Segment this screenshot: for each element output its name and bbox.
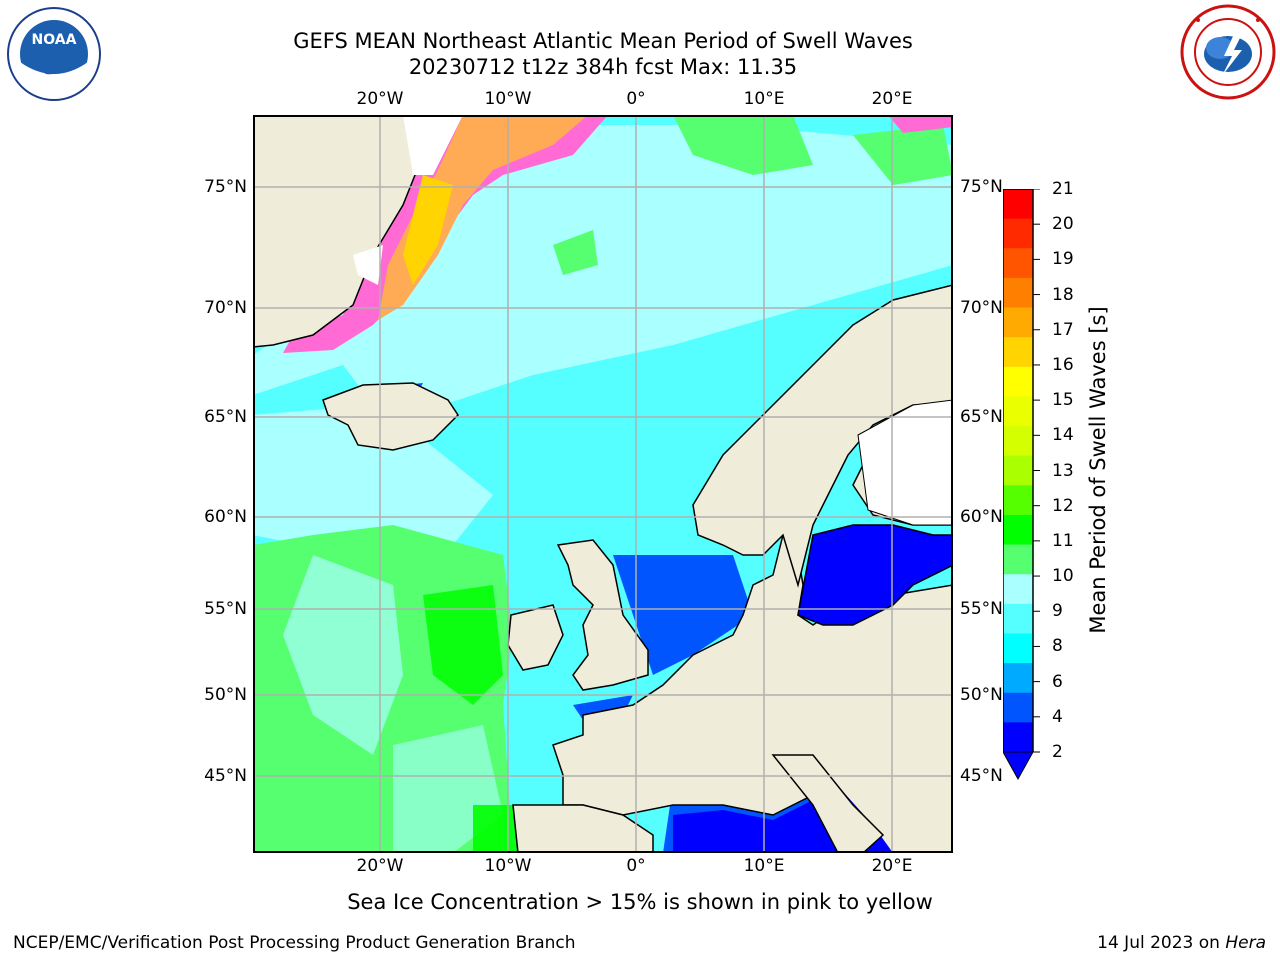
colorbar-tick-label: 18 [1052,284,1074,305]
map-panel [253,115,953,853]
colorbar-tick-label: 14 [1052,425,1074,446]
lon-label-bottom: 10°E [743,856,785,876]
lat-label-right: 70°N [960,298,1003,318]
colorbar-segment [1003,307,1033,338]
lat-label-left: 55°N [204,599,247,619]
colorbar-tick-label: 15 [1052,390,1074,411]
lon-label-bottom: 0° [626,856,646,876]
colorbar-segment [1003,396,1033,427]
colorbar-tick-label: 12 [1052,495,1074,516]
colorbar-segment [1003,218,1033,249]
footer-credit: NCEP/EMC/Verification Post Processing Pr… [13,933,576,953]
colorbar-segment [1003,633,1033,664]
colorbar-tick-label: 11 [1052,530,1074,551]
sea-ice-note: Sea Ice Concentration > 15% is shown in … [347,890,933,914]
lat-label-left: 45°N [204,766,247,786]
lon-label-top: 20°W [356,89,404,109]
footer-machine: Hera [1225,933,1266,953]
lon-label-top: 10°E [743,89,785,109]
lat-label-left: 60°N [204,507,247,527]
colorbar-tick-label: 2 [1052,742,1063,762]
lat-label-right: 55°N [960,599,1003,619]
colorbar-segment [1003,337,1033,368]
colorbar-tick-label: 8 [1052,636,1063,657]
colorbar-tick-label: 16 [1052,354,1074,375]
lat-label-right: 45°N [960,766,1003,786]
colorbar-segment [1003,426,1033,457]
colorbar-label: Mean Period of Swell Waves [s] [1086,306,1110,634]
lat-label-right: 65°N [960,407,1003,427]
lat-label-left: 75°N [204,177,247,197]
lat-label-left: 50°N [204,685,247,705]
lon-label-top: 0° [626,89,646,109]
swell-period-map [253,115,953,853]
lon-label-bottom: 20°W [356,856,404,876]
colorbar-segment [1003,366,1033,397]
colorbar-segment [1003,722,1033,753]
colorbar-extend-min [1003,751,1034,781]
colorbar-segment [1003,248,1033,279]
lon-label-bottom: 20°E [871,856,913,876]
colorbar-segment [1003,663,1033,694]
colorbar-tick-label: 4 [1052,706,1063,727]
colorbar [1003,189,1040,781]
colorbar-segment [1003,603,1033,634]
colorbar-tick-label: 10 [1052,566,1074,587]
colorbar-segment [1003,692,1033,723]
chart-title: GEFS MEAN Northeast Atlantic Mean Period… [293,29,913,53]
colorbar-segment [1003,277,1033,309]
nws-logo-icon [1180,4,1276,100]
footer-date: 14 Jul 2023 on Hera [1097,933,1266,953]
chart-subtitle: 20230712 t12z 384h fcst Max: 11.35 [408,55,798,79]
colorbar-segment [1003,455,1033,486]
lon-label-top: 20°E [871,89,913,109]
noaa-logo-icon: NOAA [7,7,101,101]
colorbar-tick-label: 13 [1052,460,1074,481]
colorbar-tick-label: 21 [1052,179,1074,199]
colorbar-segment [1003,485,1033,516]
lat-label-right: 60°N [960,507,1003,527]
lon-label-top: 10°W [484,89,532,109]
footer-date-text: 14 Jul 2023 on [1097,933,1226,953]
svg-text:NOAA: NOAA [32,32,77,48]
colorbar-tick-label: 20 [1052,214,1074,235]
colorbar-tick-label: 19 [1052,249,1074,270]
lon-label-bottom: 10°W [484,856,532,876]
colorbar-tick-label: 9 [1052,601,1063,622]
lat-label-right: 50°N [960,685,1003,705]
colorbar-segment [1003,514,1033,546]
lat-label-left: 70°N [204,298,247,318]
lat-label-right: 75°N [960,177,1003,197]
lat-label-left: 65°N [204,407,247,427]
colorbar-segment [1003,189,1033,220]
colorbar-tick-label: 17 [1052,319,1074,340]
colorbar-segment [1003,544,1033,575]
colorbar-segment [1003,574,1033,605]
colorbar-tick-label: 6 [1052,671,1063,692]
